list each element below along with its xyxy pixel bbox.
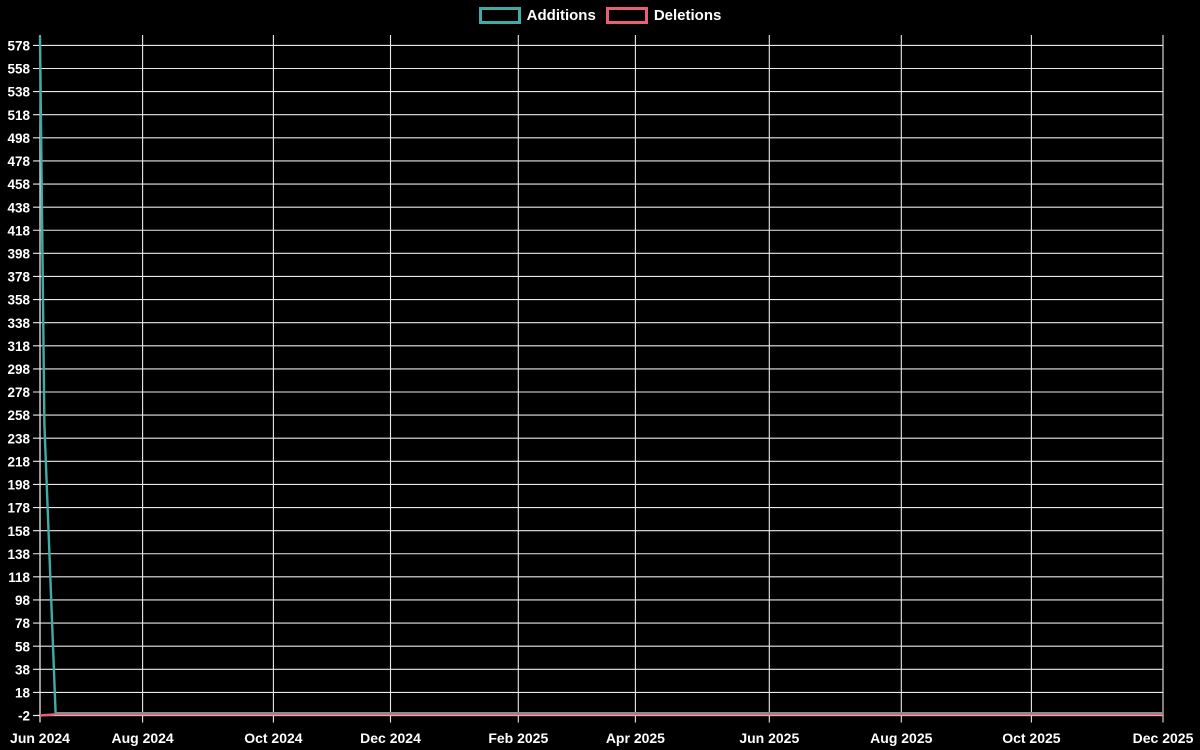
y-tick-label: 438: [7, 200, 30, 215]
y-tick-label: 78: [15, 616, 31, 631]
chart-legend: Additions Deletions: [0, 7, 1200, 24]
deletions-swatch-icon: [605, 7, 648, 24]
y-tick-label: 478: [7, 154, 30, 169]
x-tick-label: Oct 2025: [1002, 730, 1061, 746]
y-tick-label: 498: [7, 131, 30, 146]
legend-item-deletions[interactable]: Deletions: [605, 7, 722, 24]
y-tick-label: 218: [7, 454, 30, 469]
y-tick-label: 38: [15, 662, 31, 677]
y-tick-label: 18: [15, 686, 31, 701]
y-tick-label: 178: [7, 501, 30, 516]
legend-label-additions: Additions: [526, 7, 596, 24]
additions-swatch-icon: [478, 7, 521, 24]
x-tick-label: Feb 2025: [488, 730, 548, 746]
x-tick-label: Aug 2024: [111, 730, 173, 746]
y-tick-label: 298: [7, 362, 30, 377]
y-tick-label: 558: [7, 62, 30, 77]
x-tick-label: Jun 2025: [739, 730, 799, 746]
legend-item-additions[interactable]: Additions: [478, 7, 596, 24]
y-tick-label: 98: [15, 593, 31, 608]
y-tick-label: 358: [7, 293, 30, 308]
legend-label-deletions: Deletions: [653, 7, 722, 24]
y-tick-label: 278: [7, 385, 30, 400]
y-tick-label: 378: [7, 270, 30, 285]
y-tick-label: 458: [7, 177, 30, 192]
y-tick-label: 258: [7, 408, 30, 423]
x-tick-label: Apr 2025: [606, 730, 665, 746]
y-tick-label: 338: [7, 316, 30, 331]
y-tick-label: 578: [7, 39, 30, 54]
x-tick-label: Jun 2024: [10, 730, 70, 746]
x-tick-label: Aug 2025: [870, 730, 932, 746]
y-tick-label: 58: [15, 639, 31, 654]
y-tick-label: 418: [7, 223, 30, 238]
x-tick-label: Dec 2024: [360, 730, 421, 746]
x-tick-label: Oct 2024: [244, 730, 303, 746]
y-tick-label: 138: [7, 547, 30, 562]
y-tick-label: 318: [7, 339, 30, 354]
y-tick-label: 198: [7, 478, 30, 493]
deletions-line: [39, 713, 1163, 717]
y-tick-label: 158: [7, 524, 30, 539]
y-tick-label: -2: [18, 709, 30, 724]
y-tick-label: 118: [8, 570, 30, 585]
y-tick-label: 398: [7, 246, 30, 261]
y-tick-label: 238: [7, 431, 30, 446]
x-tick-label: Dec 2025: [1133, 730, 1194, 746]
y-tick-label: 538: [7, 85, 30, 100]
y-tick-label: 518: [7, 108, 30, 123]
